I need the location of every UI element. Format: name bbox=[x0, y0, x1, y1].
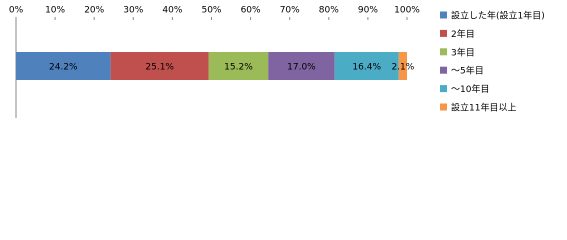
x-tick-label: 100% bbox=[394, 6, 420, 16]
x-tick-label: 70% bbox=[280, 6, 300, 16]
legend-label: 設立11年目以上 bbox=[451, 102, 516, 114]
data-label: 16.4% bbox=[352, 63, 381, 73]
legend-label: ～10年目 bbox=[451, 83, 489, 95]
legend-label: 3年目 bbox=[451, 46, 475, 58]
bar-segment bbox=[398, 52, 407, 80]
bar-segment bbox=[208, 52, 269, 80]
legend-swatch bbox=[440, 48, 447, 56]
data-label: 2.1% bbox=[391, 63, 414, 73]
x-tick-label: 50% bbox=[201, 6, 221, 16]
bar-segment bbox=[334, 52, 399, 80]
legend-swatch bbox=[440, 85, 447, 93]
data-label: 24.2% bbox=[49, 63, 78, 73]
bar-segment bbox=[110, 52, 209, 80]
bar-segment bbox=[268, 52, 335, 80]
data-label: 25.1% bbox=[145, 63, 174, 73]
x-tick-label: 20% bbox=[84, 6, 104, 16]
legend-label: ～5年目 bbox=[451, 65, 484, 77]
x-tick-label: 0% bbox=[9, 6, 24, 16]
legend-swatch bbox=[440, 66, 447, 74]
x-tick-label: 30% bbox=[123, 6, 143, 16]
chart: 0% 10% 20% 30% 40% 50% 60% 70% 80% 90% 100% 24.2% 25… bbox=[9, 6, 545, 118]
legend-swatch bbox=[440, 103, 447, 111]
x-tick-label: 60% bbox=[241, 6, 261, 16]
data-label: 15.2% bbox=[224, 63, 253, 73]
legend-swatch bbox=[440, 11, 447, 19]
x-tick-label: 90% bbox=[358, 6, 378, 16]
legend-label: 設立した年(設立1年目) bbox=[451, 10, 545, 22]
x-tick-label: 10% bbox=[45, 6, 65, 16]
legend-label: 2年目 bbox=[451, 28, 475, 40]
data-label: 17.0% bbox=[287, 63, 316, 73]
legend-swatch bbox=[440, 29, 447, 37]
x-tick-label: 40% bbox=[162, 6, 182, 16]
x-tick-label: 80% bbox=[319, 6, 339, 16]
bar-segment bbox=[16, 52, 111, 80]
